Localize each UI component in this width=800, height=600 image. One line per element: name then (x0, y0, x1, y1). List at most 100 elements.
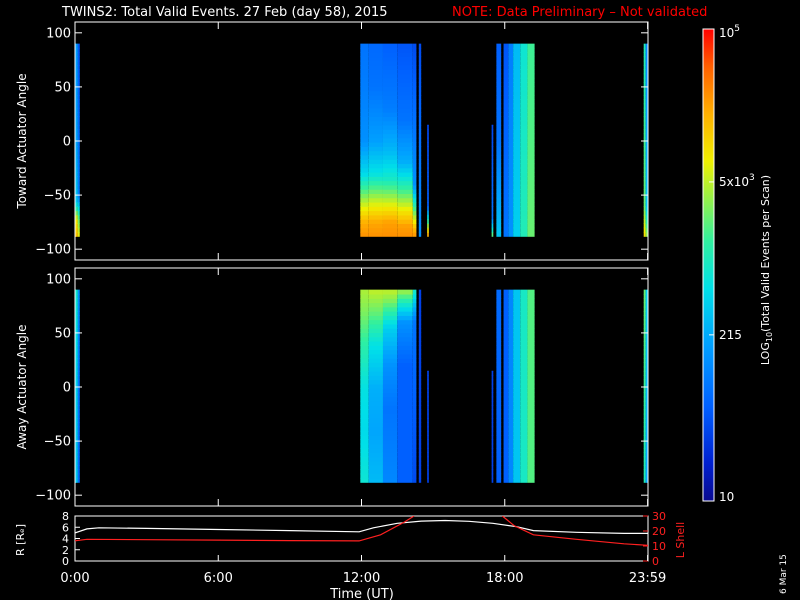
away-heatmap-cell-8-6 (418, 452, 422, 458)
toward-heatmap-cell-16-23 (527, 133, 535, 139)
away-heatmap-cell-5-26 (382, 366, 398, 372)
toward-heatmap-cell-1-7 (75, 201, 78, 207)
toward-heatmap-cell-6-34 (397, 86, 413, 92)
toward-heatmap-cell-2-10 (77, 189, 80, 195)
toward-heatmap-cell-13-29 (508, 107, 514, 113)
away-heatmap-cell-11-8 (496, 443, 502, 449)
away-heatmap-cell-9-13 (427, 422, 429, 428)
away-heatmap-cell-3-12 (360, 426, 369, 432)
away-heatmap-cell-6-38 (397, 315, 413, 321)
toward-heatmap-cell-8-12 (418, 180, 422, 186)
away-heatmap-cell-18-9 (645, 439, 648, 445)
toward-heatmap-cell-13-41 (508, 56, 514, 62)
away-heatmap-cell-14-12 (513, 426, 521, 432)
away-heatmap-cell-12-18 (503, 400, 509, 406)
away-heatmap-cell-1-11 (75, 430, 78, 436)
away-heatmap-cell-2-0 (77, 477, 80, 483)
away-heatmap-cell-9-6 (427, 452, 429, 458)
toward-heatmap-cell-14-8 (513, 197, 521, 203)
toward-heatmap-cell-2-1 (77, 227, 80, 233)
away-heatmap-cells (75, 289, 648, 483)
toward-heatmap-cell-3-10 (360, 189, 369, 195)
away-heatmap-cell-14-8 (513, 443, 521, 449)
toward-heatmap-cell-18-40 (645, 60, 648, 66)
toward-heatmap-cell-18-4 (645, 214, 648, 220)
away-heatmap-cell-4-35 (368, 328, 383, 334)
toward-heatmap-cell-13-42 (508, 52, 514, 58)
colorbar-tick-label-0: 10 (719, 490, 734, 504)
away-heatmap-cell-11-31 (496, 345, 502, 351)
away-heatmap-cell-12-27 (503, 362, 509, 368)
toward-heatmap-cell-2-29 (77, 107, 80, 113)
toward-heatmap-cell-18-27 (645, 116, 648, 122)
toward-heatmap-cell-11-26 (496, 120, 502, 126)
away-heatmap-cell-17-6 (643, 452, 646, 458)
toward-heatmap-cell-16-18 (527, 154, 535, 160)
away-heatmap-cell-1-34 (75, 332, 78, 338)
away-heatmap-cell-2-24 (77, 375, 80, 381)
toward-heatmap-cell-16-7 (527, 201, 535, 207)
away-heatmap-cell-7-1 (412, 473, 417, 479)
toward-heatmap-cell-16-11 (527, 184, 535, 190)
away-heatmap-cell-8-23 (418, 379, 422, 385)
away-heatmap-cell-18-19 (645, 396, 648, 402)
away-heatmap-cell-13-4 (508, 460, 514, 466)
toward-heatmap-cell-10-20 (491, 146, 494, 152)
away-heatmap-cell-16-21 (527, 388, 535, 393)
away-heatmap-cell-12-9 (503, 439, 509, 445)
toward-heatmap-cell-5-44 (382, 43, 398, 49)
toward-heatmap-cell-13-22 (508, 137, 514, 143)
away-heatmap-cell-14-14 (513, 418, 521, 423)
away-heatmap-cell-1-12 (75, 426, 78, 432)
away-heatmap-cell-16-1 (527, 473, 535, 479)
away-heatmap-cell-4-1 (368, 473, 383, 479)
toward-heatmap-cell-7-34 (412, 86, 417, 92)
toward-heatmap-cell-1-23 (75, 133, 78, 139)
toward-heatmap-cell-4-34 (368, 86, 383, 92)
away-heatmap-cell-6-3 (397, 465, 413, 470)
toward-heatmap-cell-14-12 (513, 180, 521, 186)
away-heatmap-cell-13-38 (508, 315, 514, 321)
away-heatmap-cell-8-24 (418, 375, 422, 381)
toward-heatmap-cell-3-22 (360, 137, 369, 143)
toward-heatmap-cell-9-2 (427, 223, 429, 229)
toward-heatmap-cell-17-10 (643, 189, 646, 195)
away-heatmap-cell-3-11 (360, 430, 369, 436)
away-heatmap-cell-10-3 (491, 465, 494, 470)
away-heatmap-cell-10-1 (491, 473, 494, 479)
toward-heatmap-cell-15-5 (520, 210, 528, 216)
away-heatmap-cell-3-42 (360, 298, 369, 304)
toward-heatmap-cell-3-13 (360, 176, 369, 182)
toward-heatmap-cell-11-41 (496, 56, 502, 62)
away-heatmap-cell-2-15 (77, 413, 80, 419)
away-heatmap-cell-14-41 (513, 302, 521, 308)
away-heatmap-cell-17-23 (643, 379, 646, 385)
away-heatmap-cell-18-41 (645, 302, 648, 308)
away-heatmap-cell-4-23 (368, 379, 383, 385)
toward-heatmap-cell-1-34 (75, 86, 78, 92)
toward-heatmap-cell-15-19 (520, 150, 528, 156)
toward-heatmap-cell-17-39 (643, 65, 646, 70)
away-heatmap-cell-11-25 (496, 370, 502, 376)
away-heatmap-cell-2-26 (77, 366, 80, 372)
away-heatmap-cell-16-26 (527, 366, 535, 372)
toward-heatmap-cell-17-19 (643, 150, 646, 156)
toward-heatmap-cell-5-4 (382, 214, 398, 220)
toward-heatmap-cell-5-9 (382, 193, 398, 199)
toward-heatmap-cell-5-39 (382, 65, 398, 70)
toward-heatmap-cell-8-29 (418, 107, 422, 113)
toward-heatmap-cell-5-5 (382, 210, 398, 216)
toward-heatmap-cell-12-43 (503, 47, 509, 53)
toward-heatmap-cell-16-34 (527, 86, 535, 92)
away-heatmap-cell-12-12 (503, 426, 509, 432)
toward-heatmap-cell-16-20 (527, 146, 535, 152)
toward-heatmap-cell-13-44 (508, 43, 514, 49)
away-heatmap-cell-18-23 (645, 379, 648, 385)
away-heatmap-cell-17-21 (643, 388, 646, 393)
toward-heatmap-cell-16-32 (527, 94, 535, 100)
away-heatmap-cell-11-33 (496, 336, 502, 342)
away-heatmap-cell-5-3 (382, 465, 398, 470)
away-heatmap-cell-2-35 (77, 328, 80, 334)
toward-heatmap-cell-15-39 (520, 65, 528, 70)
toward-heatmap-cell-12-32 (503, 94, 509, 100)
